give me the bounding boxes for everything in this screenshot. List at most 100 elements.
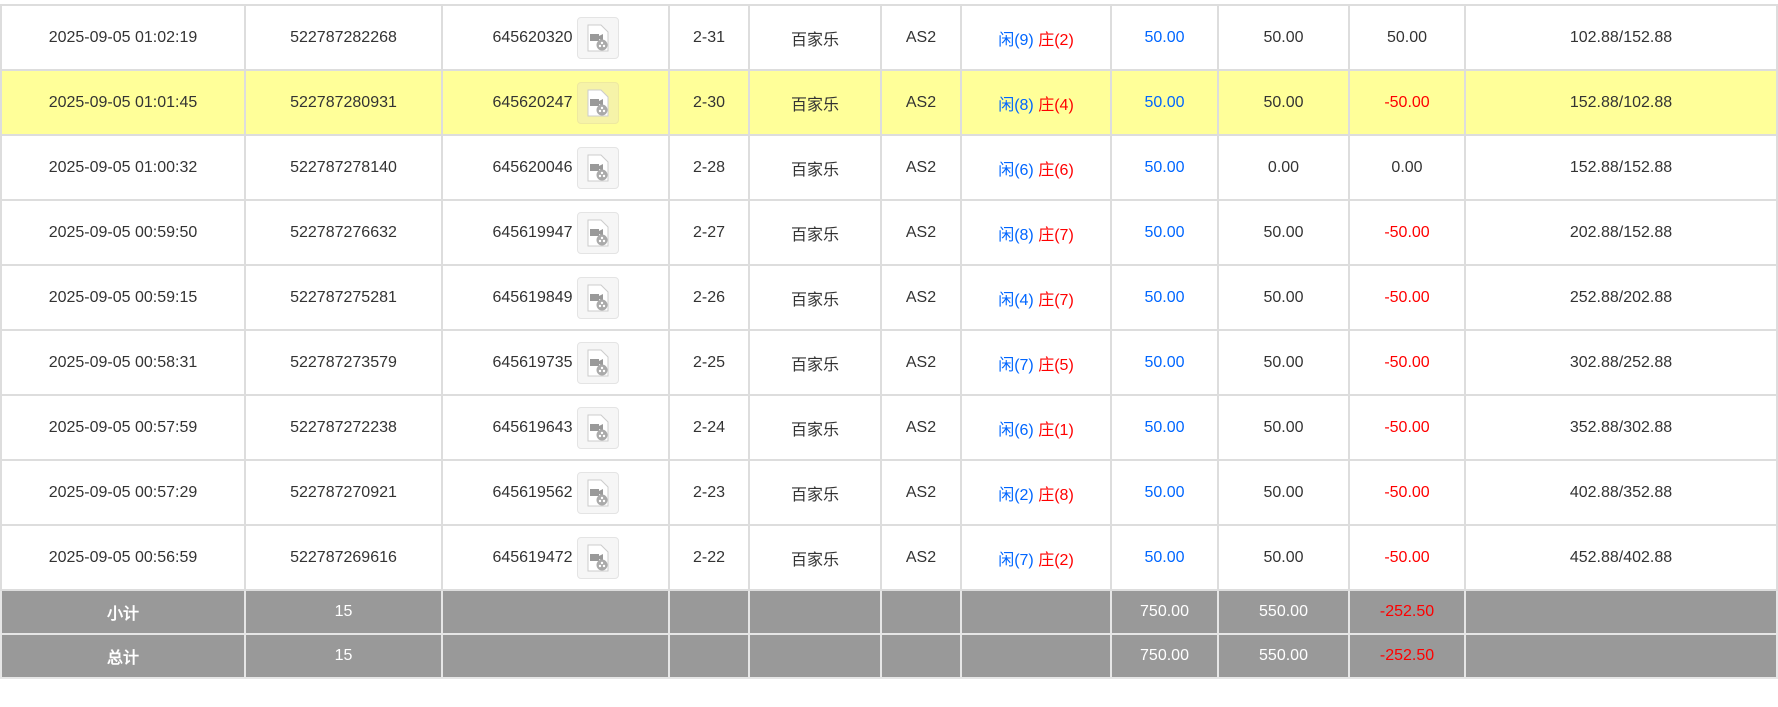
valid-bet: 50.00 xyxy=(1217,264,1350,331)
round-id: 645619947 xyxy=(441,199,670,266)
empty-cell xyxy=(441,633,670,679)
bet-amount-text: 50.00 xyxy=(1144,548,1185,566)
bet-time: 2025-09-05 01:01:45 xyxy=(0,69,246,136)
win-loss: -50.00 xyxy=(1348,264,1466,331)
video-replay-button[interactable] xyxy=(576,16,619,59)
table-row: 2025-09-05 00:59:15 522787275281 645619849… xyxy=(0,264,1778,331)
game-type: 百家乐 xyxy=(748,394,882,461)
table-row: 2025-09-05 01:01:45 522787280931 645620247… xyxy=(0,69,1778,136)
win-loss-text: -50.00 xyxy=(1384,288,1430,306)
video-replay-button[interactable] xyxy=(576,536,619,579)
banker-result: 庄(2) xyxy=(1038,551,1074,569)
shoe-number-text: 2-31 xyxy=(692,28,726,46)
shoe-number: 2-31 xyxy=(668,4,750,71)
bet-id-text: 522787269616 xyxy=(290,548,397,566)
game-type-text: 百家乐 xyxy=(790,291,839,309)
round-id: 645619849 xyxy=(441,264,670,331)
player-result: 闲(8) xyxy=(998,226,1034,244)
video-replay-button[interactable] xyxy=(576,406,619,449)
win-loss: -50.00 xyxy=(1348,459,1466,526)
banker-result: 庄(8) xyxy=(1038,486,1074,504)
bet-id-text: 522787282268 xyxy=(290,28,397,46)
summary-count-text: 15 xyxy=(334,647,353,664)
bet-id-text: 522787280931 xyxy=(290,93,397,111)
win-loss-text: -50.00 xyxy=(1384,93,1430,111)
shoe-number-text: 2-23 xyxy=(692,483,726,501)
balance-text: 452.88/402.88 xyxy=(1569,548,1673,566)
valid-bet-text: 50.00 xyxy=(1263,548,1304,566)
empty-cell xyxy=(748,589,882,635)
round-id: 645620046 xyxy=(441,134,670,201)
player-result: 闲(8) xyxy=(998,96,1034,114)
video-replay-button[interactable] xyxy=(576,341,619,384)
game-type-text: 百家乐 xyxy=(790,356,839,374)
balance: 352.88/302.88 xyxy=(1464,394,1778,461)
summary-bet-text: 750.00 xyxy=(1140,647,1189,664)
bet-amount: 50.00 xyxy=(1110,264,1219,331)
table-row: 2025-09-05 00:57:29 522787270921 645619562… xyxy=(0,459,1778,526)
balance: 102.88/152.88 xyxy=(1464,4,1778,71)
summary-win-text: -252.50 xyxy=(1379,603,1435,620)
balance-text: 402.88/352.88 xyxy=(1569,483,1673,501)
summary-count: 15 xyxy=(244,633,443,679)
table-name: AS2 xyxy=(880,394,962,461)
shoe-number-text: 2-28 xyxy=(692,158,726,176)
valid-bet-text: 50.00 xyxy=(1263,93,1304,111)
bet-id-text: 522787270921 xyxy=(290,483,397,501)
banker-result: 庄(2) xyxy=(1038,31,1074,49)
bet-time: 2025-09-05 00:57:59 xyxy=(0,394,246,461)
video-replay-button[interactable] xyxy=(576,146,619,189)
balance-text: 202.88/152.88 xyxy=(1569,223,1673,241)
shoe-number: 2-26 xyxy=(668,264,750,331)
round-id: 645619735 xyxy=(441,329,670,396)
round-id: 645620320 xyxy=(441,4,670,71)
game-type: 百家乐 xyxy=(748,459,882,526)
bet-time: 2025-09-05 00:56:59 xyxy=(0,524,246,591)
video-replay-button[interactable] xyxy=(576,276,619,319)
shoe-number-text: 2-22 xyxy=(692,548,726,566)
summary-valid-text: 550.00 xyxy=(1259,603,1308,620)
bet-amount-text: 50.00 xyxy=(1144,288,1185,306)
bet-id: 522787278140 xyxy=(244,134,443,201)
result: 闲(7) 庄(5) xyxy=(960,329,1112,396)
valid-bet: 50.00 xyxy=(1217,69,1350,136)
bet-time-text: 2025-09-05 00:59:15 xyxy=(48,288,198,306)
game-type: 百家乐 xyxy=(748,264,882,331)
round-id-text: 645619643 xyxy=(492,418,573,436)
valid-bet: 50.00 xyxy=(1217,199,1350,266)
valid-bet-text: 50.00 xyxy=(1263,483,1304,501)
video-replay-button[interactable] xyxy=(576,81,619,124)
player-result: 闲(2) xyxy=(998,486,1034,504)
summary-bet: 750.00 xyxy=(1110,633,1219,679)
win-loss: 50.00 xyxy=(1348,4,1466,71)
video-replay-button[interactable] xyxy=(576,211,619,254)
round-id-text: 645619562 xyxy=(492,483,573,501)
game-type-text: 百家乐 xyxy=(790,96,839,114)
player-result: 闲(4) xyxy=(998,291,1034,309)
shoe-number: 2-28 xyxy=(668,134,750,201)
shoe-number: 2-30 xyxy=(668,69,750,136)
game-type: 百家乐 xyxy=(748,524,882,591)
valid-bet: 50.00 xyxy=(1217,524,1350,591)
banker-result: 庄(7) xyxy=(1038,291,1074,309)
table-name: AS2 xyxy=(880,329,962,396)
table-name-text: AS2 xyxy=(905,28,937,46)
round-id: 645619472 xyxy=(441,524,670,591)
player-result: 闲(6) xyxy=(998,421,1034,439)
table-name-text: AS2 xyxy=(905,483,937,501)
table-name-text: AS2 xyxy=(905,288,937,306)
bet-amount-text: 50.00 xyxy=(1144,353,1185,371)
game-type-text: 百家乐 xyxy=(790,421,839,439)
empty-cell xyxy=(880,633,962,679)
bet-amount: 50.00 xyxy=(1110,394,1219,461)
balance-text: 352.88/302.88 xyxy=(1569,418,1673,436)
empty-cell xyxy=(1464,589,1778,635)
bet-id: 522787272238 xyxy=(244,394,443,461)
bet-amount: 50.00 xyxy=(1110,524,1219,591)
win-loss: -50.00 xyxy=(1348,329,1466,396)
win-loss: -50.00 xyxy=(1348,69,1466,136)
round-id-text: 645619947 xyxy=(492,223,573,241)
bet-time: 2025-09-05 01:02:19 xyxy=(0,4,246,71)
valid-bet: 50.00 xyxy=(1217,459,1350,526)
video-replay-button[interactable] xyxy=(576,471,619,514)
